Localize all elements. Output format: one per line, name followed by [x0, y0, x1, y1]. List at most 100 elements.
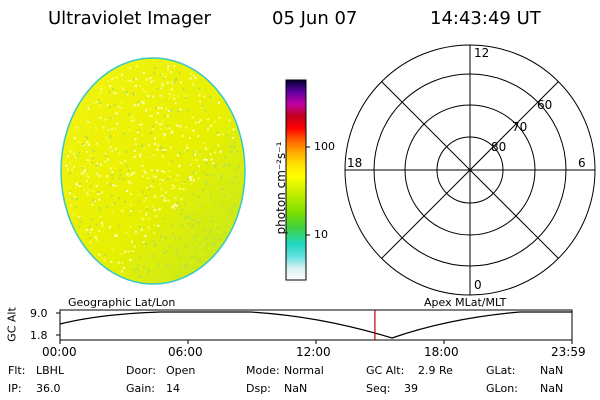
uv-image-pixel — [127, 175, 130, 178]
uv-image-pixel — [185, 144, 188, 147]
uv-image-pixel — [107, 129, 110, 131]
uv-image-pixel — [144, 197, 147, 200]
uv-image-pixel — [143, 71, 145, 74]
uv-image-pixel — [240, 173, 242, 176]
uv-image-pixel — [133, 268, 136, 271]
uv-image-pixel — [232, 185, 235, 188]
uv-image-pixel — [179, 213, 182, 216]
uv-image-pixel — [79, 177, 82, 180]
uv-image-pixel — [194, 150, 197, 153]
uv-image-pixel — [134, 84, 137, 87]
uv-image-pixel — [161, 264, 164, 267]
uv-image-pixel — [88, 217, 91, 220]
uv-image-pixel — [115, 112, 118, 115]
uv-image-pixel — [186, 262, 189, 265]
uv-image-pixel — [108, 160, 111, 163]
polar-lat-60: 60 — [537, 98, 553, 112]
uv-image-pixel — [66, 152, 69, 155]
uv-image-pixel — [67, 172, 70, 175]
uv-image-pixel — [229, 176, 232, 178]
uv-image-pixel — [163, 133, 166, 136]
uv-image-pixel — [135, 102, 137, 105]
uv-image-pixel — [114, 127, 117, 130]
uv-image-pixel — [138, 256, 141, 259]
uv-image-pixel — [95, 223, 98, 226]
uv-image-pixel — [146, 212, 148, 215]
uv-image-pixel — [82, 143, 84, 146]
uv-image-pixel — [238, 186, 241, 189]
uv-image-pixel — [84, 102, 87, 105]
uv-image-pixel — [178, 205, 181, 208]
uv-image-pixel — [194, 255, 197, 258]
uv-image-pixel — [182, 187, 185, 190]
uv-image-disk — [60, 57, 246, 285]
uv-image-pixel — [142, 88, 144, 91]
uv-image-pixel — [111, 77, 114, 80]
uv-image-pixel — [163, 199, 166, 202]
uv-image-pixel — [176, 124, 179, 127]
uv-image-pixel — [150, 91, 153, 94]
uv-image-pixel — [194, 76, 197, 79]
uv-image-pixel — [138, 86, 140, 89]
uv-image-pixel — [175, 252, 178, 255]
uv-image-pixel — [168, 127, 171, 130]
colorbar-tick-100: 100 — [314, 140, 335, 153]
uv-image-pixel — [179, 252, 182, 255]
uv-image-pixel — [186, 90, 189, 93]
uv-image-pixel — [111, 249, 114, 251]
uv-image-pixel — [161, 179, 164, 182]
uv-image-pixel — [128, 129, 131, 132]
uv-image-pixel — [95, 100, 98, 103]
uv-image-pixel — [87, 143, 90, 146]
uv-image-pixel — [231, 203, 234, 206]
uv-image-pixel — [74, 177, 77, 180]
uv-image-pixel — [170, 88, 173, 91]
flt-label: Flt: — [8, 364, 26, 377]
uv-image-pixel — [204, 110, 207, 113]
uv-image-pixel — [200, 119, 203, 121]
uv-image-pixel — [178, 164, 181, 167]
uv-image-pixel — [167, 199, 170, 202]
uv-image-pixel — [191, 211, 194, 214]
uv-image-pixel — [147, 177, 150, 179]
uv-image-pixel — [69, 150, 72, 153]
uv-image-pixel — [165, 237, 167, 240]
uv-image-pixel — [152, 82, 155, 85]
uv-image-pixel — [177, 95, 180, 98]
glon-label: GLon: — [486, 382, 518, 395]
x-tick-1800: 18:00 — [424, 345, 459, 359]
uv-image-pixel — [65, 164, 68, 167]
uv-image-pixel — [172, 205, 175, 208]
uv-image-pixel — [162, 155, 165, 158]
uv-image-pixel — [104, 253, 107, 256]
uv-image-pixel — [118, 152, 121, 155]
uv-image-pixel — [127, 180, 130, 183]
uv-image-pixel — [168, 93, 171, 96]
uv-image-pixel — [113, 92, 116, 94]
altitude-y-axis-label: GC Alt — [5, 307, 19, 342]
uv-image-pixel — [131, 66, 134, 68]
uv-image-pixel — [106, 205, 109, 208]
uv-image-pixel — [190, 176, 193, 179]
uv-image-pixel — [141, 175, 144, 178]
uv-image-texture — [65, 65, 242, 279]
uv-image-pixel — [202, 142, 205, 144]
uv-image-pixel — [103, 257, 106, 260]
uv-image-pixel — [171, 130, 174, 133]
uv-image-pixel — [199, 200, 201, 203]
uv-image-pixel — [161, 73, 164, 76]
uv-image-pixel — [216, 185, 219, 188]
uv-image-pixel — [141, 144, 144, 147]
uv-image-pixel — [235, 179, 238, 182]
uv-image-pixel — [176, 108, 179, 111]
uv-image-pixel — [124, 201, 127, 203]
uv-image-pixel — [181, 134, 184, 137]
uv-image-pixel — [173, 97, 176, 100]
uv-image-pixel — [134, 138, 137, 141]
uv-image-pixel — [107, 158, 110, 161]
uv-image-pixel — [134, 143, 137, 146]
uv-image-pixel — [84, 135, 87, 138]
uv-image-pixel — [146, 272, 149, 275]
uv-image-pixel — [158, 174, 161, 177]
uv-image-pixel — [225, 192, 228, 195]
